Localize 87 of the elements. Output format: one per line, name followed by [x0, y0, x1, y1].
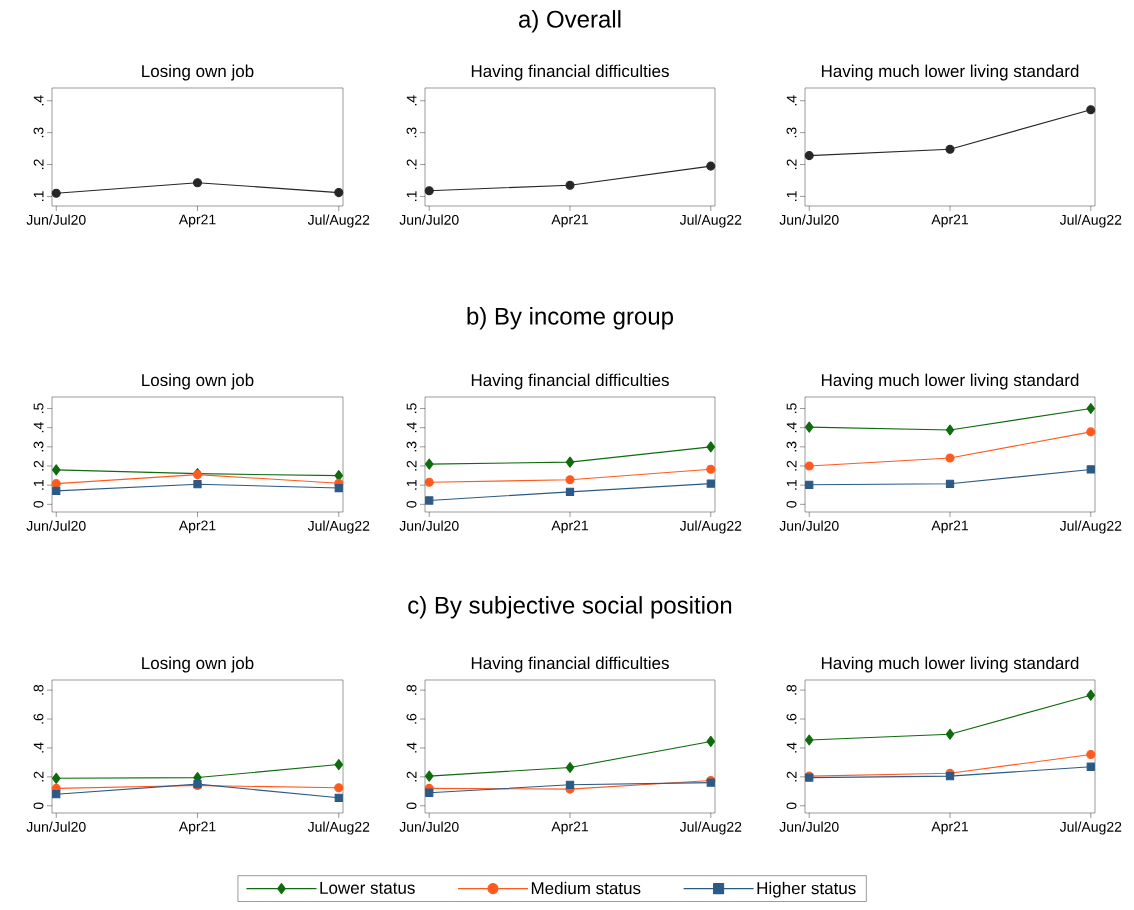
y-tick-label: .1: [33, 480, 44, 490]
y-tick-label: .8: [406, 684, 417, 695]
y-tick-label: 0: [406, 802, 417, 810]
x-tick-label: Apr21: [178, 520, 216, 534]
x-tick-label: Apr21: [931, 821, 968, 835]
y-tick-label: .2: [786, 460, 797, 471]
y-tick-label: .4: [406, 95, 417, 106]
x-tick-label: Jul/Aug22: [679, 214, 742, 228]
y-tick-label: .3: [33, 441, 44, 452]
text: b) By income group: [467, 307, 674, 330]
y-tick-label: .3: [406, 441, 417, 452]
x-tick-label: Jun/Jul20: [399, 520, 459, 531]
y-tick-label: .2: [406, 771, 417, 782]
x-tick-label: Jun/Jul20: [779, 520, 839, 531]
y-tick-label: .5: [33, 403, 44, 414]
chart-title: Losing own job: [142, 64, 254, 81]
x-tick-label: Apr21: [551, 214, 588, 228]
x-tick-label: Jul/Aug22: [679, 520, 742, 534]
y-tick-label: .1: [33, 191, 44, 201]
y-tick-label: 0: [33, 802, 44, 810]
y-tick-label: .2: [33, 159, 44, 170]
y-tick-label: .8: [786, 684, 797, 695]
y-tick-label: .8: [33, 684, 44, 695]
y-tick-label: .1: [406, 191, 417, 201]
chart-title: Having much lower living standard: [821, 373, 1079, 390]
legend-label: Lower status: [320, 882, 415, 894]
y-tick-label: .2: [786, 159, 797, 170]
chart-title: Having much lower living standard: [821, 656, 1079, 673]
legend-label: Higher status: [757, 881, 856, 898]
y-tick-label: .5: [406, 403, 417, 414]
x-tick-label: Apr21: [551, 520, 588, 534]
y-tick-label: .1: [406, 480, 417, 490]
y-tick-label: .1: [786, 480, 797, 490]
y-tick-label: .6: [33, 713, 44, 724]
y-tick-label: .4: [786, 742, 797, 753]
text: a) Overall: [519, 10, 621, 33]
x-tick-label: Jun/Jul20: [779, 821, 839, 832]
y-tick-label: .4: [406, 422, 417, 433]
x-tick-label: Jun/Jul20: [399, 214, 459, 225]
x-tick-label: Apr21: [551, 821, 588, 835]
y-tick-label: .2: [33, 460, 44, 471]
chart-title: Having financial difficulties: [471, 373, 669, 390]
x-tick-label: Jun/Jul20: [779, 214, 839, 225]
chart-title: Having financial difficulties: [471, 656, 669, 673]
x-tick-label: Jun/Jul20: [399, 821, 459, 832]
x-tick-label: Jul/Aug22: [1059, 214, 1122, 228]
y-tick-label: .4: [406, 742, 417, 753]
x-tick-label: Apr21: [931, 214, 969, 228]
y-tick-label: .3: [786, 441, 797, 452]
y-tick-label: .6: [786, 713, 797, 724]
y-tick-label: 0: [786, 500, 797, 508]
y-tick-label: .3: [406, 127, 417, 138]
x-tick-label: Jun/Jul20: [26, 214, 86, 225]
y-tick-label: .2: [33, 771, 44, 782]
x-tick-label: Jul/Aug22: [1059, 520, 1122, 534]
y-tick-label: .1: [786, 191, 797, 201]
y-tick-label: .4: [33, 742, 44, 753]
y-tick-label: .5: [786, 403, 797, 414]
chart-title: Having financial difficulties: [471, 64, 669, 81]
x-tick-label: Jul/Aug22: [307, 520, 370, 534]
x-tick-label: Jun/Jul20: [26, 821, 86, 832]
text: c) By subjective social position: [408, 596, 732, 619]
y-tick-label: .4: [33, 422, 44, 433]
x-tick-label: Jul/Aug22: [307, 214, 370, 228]
y-tick-label: .2: [406, 460, 417, 471]
y-tick-label: 0: [406, 500, 417, 508]
y-tick-label: .2: [406, 159, 417, 170]
x-tick-label: Jun/Jul20: [26, 520, 86, 531]
y-tick-label: 0: [33, 500, 44, 508]
x-tick-label: Jul/Aug22: [679, 821, 742, 835]
x-tick-label: Apr21: [931, 520, 969, 534]
chart-title: Having much lower living standard: [821, 64, 1079, 81]
y-tick-label: 0: [786, 802, 797, 810]
y-tick-label: .4: [786, 95, 797, 106]
y-tick-label: .3: [33, 127, 44, 138]
y-tick-label: .4: [33, 95, 44, 106]
y-tick-label: .4: [786, 422, 797, 433]
legend-label: Medium status: [531, 881, 641, 895]
y-tick-label: .3: [786, 127, 797, 138]
x-tick-label: Jul/Aug22: [307, 821, 370, 835]
y-tick-label: .6: [406, 713, 417, 724]
chart-title: Losing own job: [142, 656, 254, 673]
y-tick-label: .2: [786, 771, 797, 782]
x-tick-label: Apr21: [178, 821, 216, 835]
x-tick-label: Jul/Aug22: [1059, 821, 1122, 835]
chart-title: Losing own job: [142, 373, 254, 390]
x-tick-label: Apr21: [178, 214, 216, 228]
